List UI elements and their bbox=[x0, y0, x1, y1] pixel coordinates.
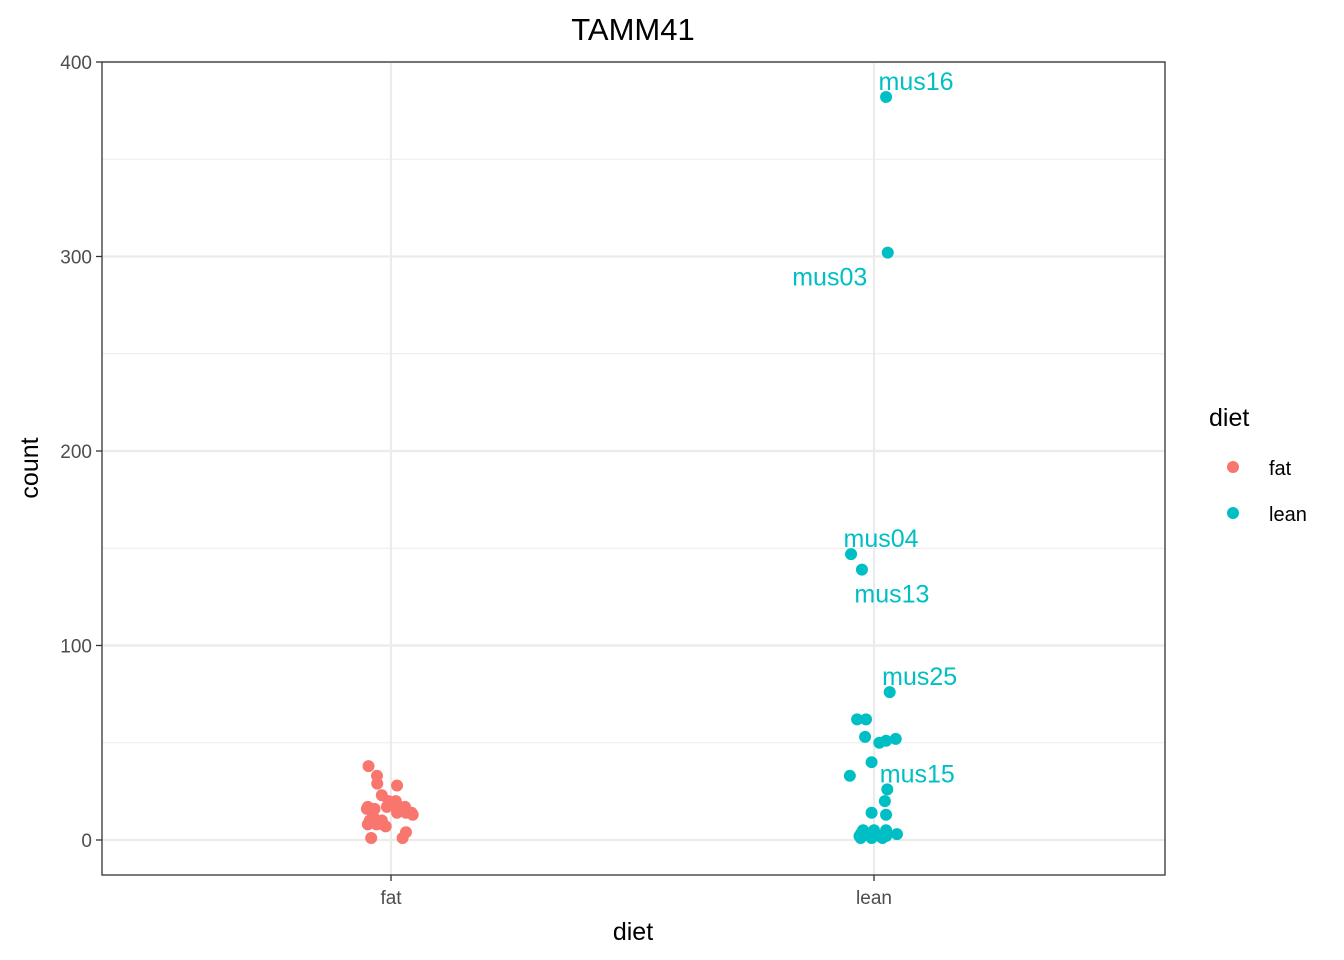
data-point bbox=[845, 548, 858, 561]
data-point bbox=[371, 777, 384, 790]
legend-title: diet bbox=[1209, 404, 1249, 432]
point-label: mus15 bbox=[880, 760, 955, 788]
data-point bbox=[362, 760, 375, 773]
data-point bbox=[855, 563, 868, 576]
data-point bbox=[865, 756, 878, 769]
legend: diet fat lean bbox=[1209, 404, 1307, 526]
data-point bbox=[854, 832, 867, 845]
x-tick-label: fat bbox=[380, 888, 402, 909]
panel-border bbox=[101, 61, 1166, 876]
data-point bbox=[361, 818, 374, 831]
data-point bbox=[851, 713, 864, 726]
data-point bbox=[890, 828, 903, 841]
data-point bbox=[880, 91, 893, 104]
data-point bbox=[865, 832, 878, 845]
point-label: mus03 bbox=[792, 264, 867, 292]
data-point bbox=[859, 730, 872, 743]
x-tick-label: lean bbox=[856, 888, 892, 909]
data-point bbox=[881, 783, 894, 796]
legend-key-fat bbox=[1227, 461, 1239, 473]
legend-label-fat: fat bbox=[1269, 458, 1292, 480]
y-tick-label: 200 bbox=[60, 442, 92, 463]
data-point bbox=[396, 832, 409, 845]
point-labels: mus16 mus03 mus04 mus13 mus25 mus15 bbox=[792, 68, 957, 788]
points bbox=[360, 91, 903, 845]
data-point bbox=[860, 713, 873, 726]
y-tick-label: 0 bbox=[81, 831, 92, 852]
x-axis-title: diet bbox=[613, 918, 653, 946]
data-point bbox=[878, 795, 891, 808]
chart-title: TAMM41 bbox=[571, 12, 694, 47]
data-point bbox=[380, 800, 393, 813]
data-point bbox=[880, 830, 893, 843]
data-point bbox=[843, 769, 856, 782]
y-tick-label: 100 bbox=[60, 636, 92, 657]
y-tick-label: 300 bbox=[60, 247, 92, 268]
data-point bbox=[405, 806, 418, 819]
data-point bbox=[865, 806, 878, 819]
data-point bbox=[880, 808, 893, 821]
data-point bbox=[883, 686, 896, 699]
point-label: mus25 bbox=[882, 663, 957, 691]
legend-key-lean bbox=[1227, 507, 1239, 519]
axes: 0 100 200 300 400 fat lean bbox=[60, 53, 892, 909]
data-point bbox=[391, 779, 404, 792]
data-point bbox=[379, 820, 392, 833]
data-point bbox=[873, 736, 886, 749]
data-point bbox=[881, 246, 894, 259]
data-point bbox=[365, 832, 378, 845]
point-label: mus16 bbox=[879, 68, 954, 96]
legend-entry-fat: fat bbox=[1227, 458, 1292, 480]
y-tick-label: 400 bbox=[60, 53, 92, 74]
point-label: mus13 bbox=[854, 581, 929, 609]
legend-entry-lean: lean bbox=[1227, 504, 1307, 526]
data-point bbox=[889, 732, 902, 745]
point-label: mus04 bbox=[844, 525, 919, 553]
legend-label-lean: lean bbox=[1269, 504, 1307, 526]
y-axis-title: count bbox=[16, 437, 44, 498]
data-point bbox=[391, 806, 404, 819]
